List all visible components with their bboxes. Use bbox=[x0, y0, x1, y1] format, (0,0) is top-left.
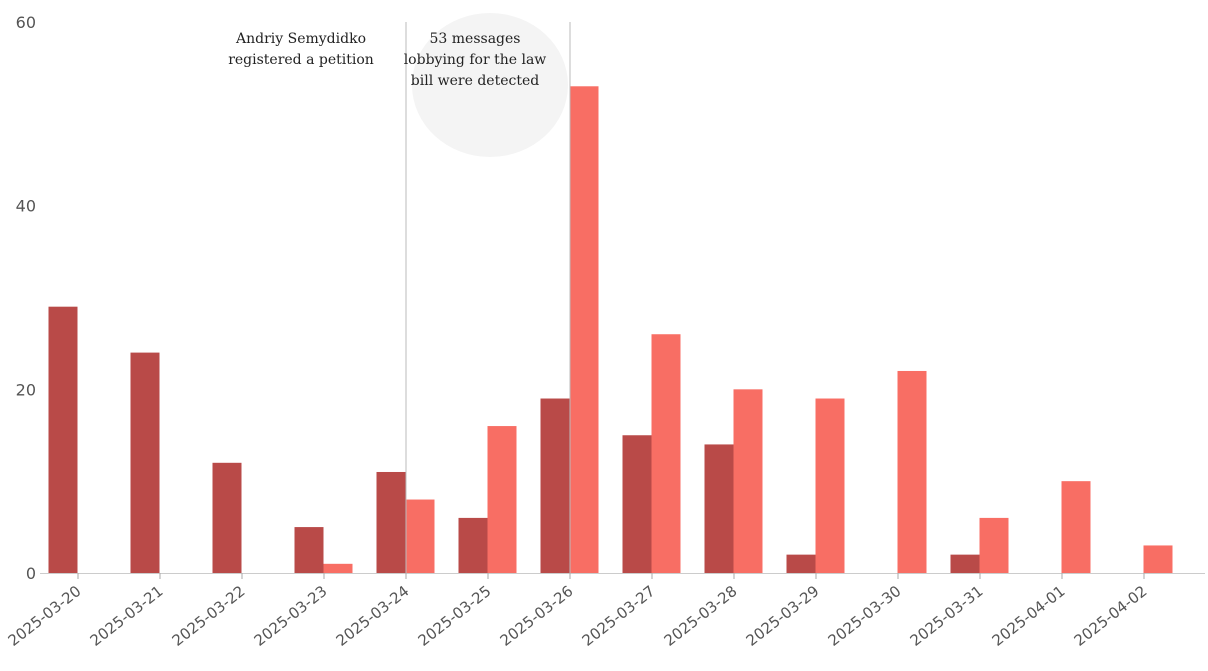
y-tick-label: 0 bbox=[26, 564, 36, 583]
y-tick-label: 40 bbox=[16, 197, 36, 216]
bar-series-2-2025-03-29 bbox=[815, 398, 845, 573]
x-tick-label: 2025-03-23 bbox=[251, 582, 331, 650]
annotation-text-2: lobbying for the law bbox=[404, 52, 547, 68]
y-tick-label: 60 bbox=[16, 13, 36, 32]
bar-series-1-2025-03-21 bbox=[130, 352, 160, 573]
annotation-text-1: Andriy Semydidko bbox=[235, 31, 366, 47]
y-axis: 0 20 40 60 bbox=[16, 13, 36, 583]
x-tick-label: 2025-04-02 bbox=[1071, 582, 1151, 650]
annotation-text-2: bill were detected bbox=[411, 73, 539, 89]
y-tick-label: 20 bbox=[16, 380, 36, 399]
annotation-highlight-shape bbox=[412, 13, 568, 157]
annotations: Andriy Semydidko registered a petition 53 … bbox=[228, 22, 571, 573]
x-tick-label: 2025-03-26 bbox=[497, 582, 577, 650]
bar-series-2-2025-03-25 bbox=[487, 426, 517, 573]
bar-series-2-2025-04-01 bbox=[1061, 481, 1091, 573]
x-tick-label: 2025-04-01 bbox=[989, 582, 1069, 650]
bars bbox=[48, 86, 1173, 574]
x-tick-label: 2025-03-31 bbox=[907, 582, 987, 650]
bar-series-1-2025-03-22 bbox=[212, 462, 242, 573]
bar-series-2-2025-03-30 bbox=[897, 370, 927, 573]
bar-series-1-2025-03-31 bbox=[950, 554, 980, 573]
x-tick-label: 2025-03-27 bbox=[579, 582, 659, 650]
x-tick-label: 2025-03-21 bbox=[87, 582, 167, 650]
bar-series-1-2025-03-28 bbox=[704, 444, 734, 573]
bar-series-1-2025-03-27 bbox=[622, 435, 652, 573]
bar-series-1-2025-03-25 bbox=[458, 517, 488, 573]
x-tick-label: 2025-03-29 bbox=[743, 582, 823, 650]
x-tick-label: 2025-03-28 bbox=[661, 582, 741, 650]
bar-series-2-2025-03-26 bbox=[569, 86, 599, 574]
x-tick-label: 2025-03-30 bbox=[825, 582, 905, 650]
annotation-text-1: registered a petition bbox=[228, 52, 374, 68]
x-tick-label: 2025-03-25 bbox=[415, 582, 495, 650]
x-tick-label: 2025-03-24 bbox=[333, 582, 413, 650]
x-tick-label: 2025-03-22 bbox=[169, 582, 249, 650]
bar-series-1-2025-03-23 bbox=[294, 527, 324, 573]
bar-series-2-2025-04-02 bbox=[1143, 545, 1173, 573]
bar-series-2-2025-03-28 bbox=[733, 389, 763, 573]
annotation-text-2: 53 messages bbox=[430, 31, 521, 47]
bar-series-1-2025-03-20 bbox=[48, 306, 78, 573]
x-axis: 2025-03-20 2025-03-21 2025-03-22 2025-03-23… bbox=[5, 573, 1151, 650]
bar-series-1-2025-03-26 bbox=[540, 398, 570, 573]
bar-series-2-2025-03-27 bbox=[651, 334, 681, 573]
bar-series-2-2025-03-23 bbox=[323, 563, 353, 573]
bar-series-2-2025-03-24 bbox=[405, 499, 435, 573]
x-tick-label: 2025-03-20 bbox=[5, 582, 85, 650]
bar-series-1-2025-03-24 bbox=[376, 471, 406, 573]
bar-series-1-2025-03-29 bbox=[786, 554, 816, 573]
bar-series-2-2025-03-31 bbox=[979, 517, 1009, 573]
annotation-highlight bbox=[412, 13, 568, 157]
